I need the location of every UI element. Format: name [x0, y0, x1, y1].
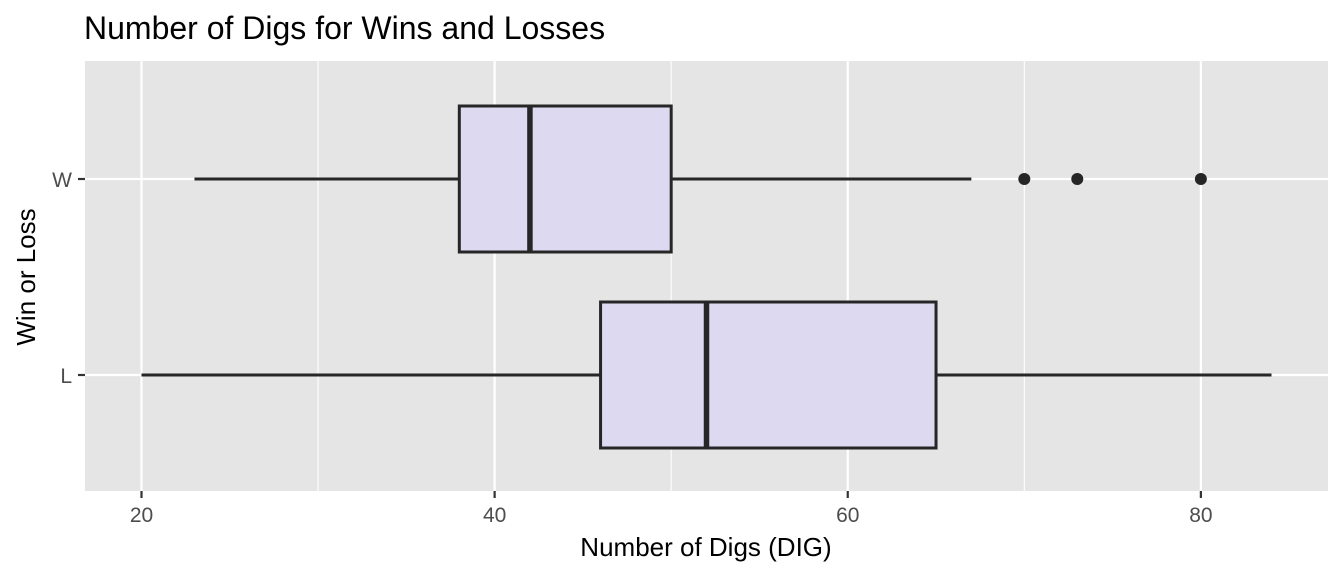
axes-layer: 20 40 60 80 L W: [52, 169, 1212, 527]
x-tick-label: 60: [836, 504, 859, 527]
box-l: [141, 300, 1272, 450]
x-tick-label: 80: [1189, 504, 1212, 527]
chart-title: Number of Digs for Wins and Losses: [84, 10, 605, 46]
outlier-point: [1018, 173, 1031, 185]
y-axis-title: Win or Loss: [11, 208, 41, 345]
box-iqr: [457, 104, 673, 254]
outlier-point: [1194, 173, 1207, 185]
y-tick-label: L: [60, 365, 72, 388]
box-iqr: [599, 300, 938, 450]
boxes-layer: [141, 104, 1272, 450]
outlier-point: [1071, 173, 1084, 185]
x-tick-label: 40: [483, 504, 506, 527]
x-tick-label: 20: [130, 504, 153, 527]
x-axis-title: Number of Digs (DIG): [580, 532, 831, 562]
y-tick-label: W: [52, 169, 72, 192]
box-w: [194, 104, 1207, 254]
